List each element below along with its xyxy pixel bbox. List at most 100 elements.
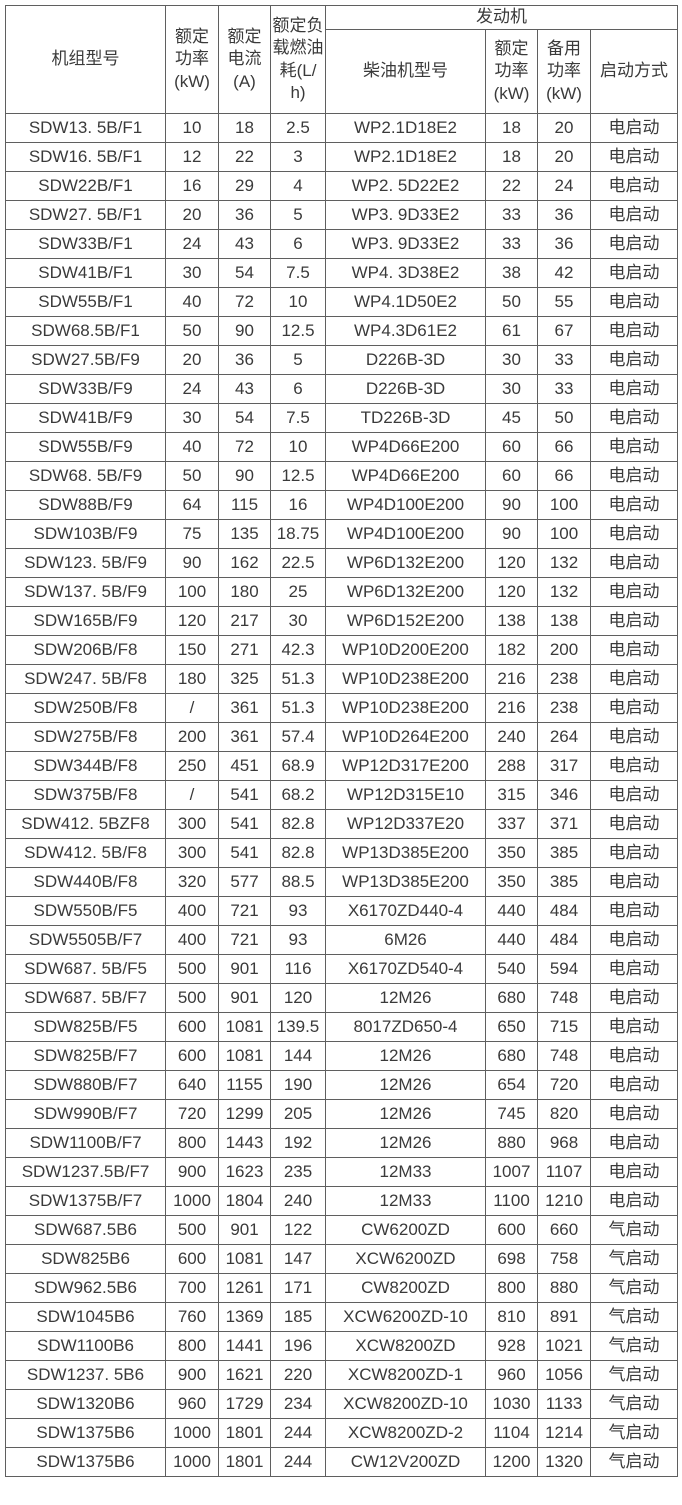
cell-start-mode: 气启动 [590, 1273, 678, 1303]
cell-start-mode: 电启动 [590, 316, 678, 346]
cell-unit-model: SDW16. 5B/F1 [5, 142, 166, 172]
cell-unit-model: SDW206B/F8 [5, 635, 166, 665]
cell-unit-model: SDW275B/F8 [5, 722, 166, 752]
cell-fuel-consumption-lh: 7.5 [270, 403, 326, 433]
cell-engine-standby-power-kw: 1056 [537, 1360, 591, 1390]
cell-engine-rated-power-kw: 288 [485, 751, 538, 781]
table-row: SDW55B/F1 40 72 10 WP4.1D50E2 50 55 电启动 [5, 287, 678, 317]
cell-start-mode: 电启动 [590, 432, 678, 462]
cell-unit-model: SDW412. 5B/F8 [5, 838, 166, 868]
table-body: SDW13. 5B/F1 10 18 2.5 WP2.1D18E2 18 20 电启动 SDW1… [5, 113, 678, 1477]
cell-unit-model: SDW1100B/F7 [5, 1128, 166, 1158]
cell-engine-model: 8017ZD650-4 [325, 1012, 486, 1042]
cell-engine-model: 6M26 [325, 925, 486, 955]
cell-rated-power-kw: 640 [165, 1070, 219, 1100]
cell-engine-rated-power-kw: 18 [485, 113, 538, 143]
cell-start-mode: 电启动 [590, 200, 678, 230]
cell-rated-current-a: 1804 [218, 1186, 271, 1216]
cell-engine-standby-power-kw: 66 [537, 432, 591, 462]
cell-engine-model: 12M26 [325, 1041, 486, 1071]
table-row: SDW550B/F5 400 721 93 X6170ZD440-4 440 484 电启动 [5, 896, 678, 926]
cell-engine-standby-power-kw: 42 [537, 258, 591, 288]
cell-engine-rated-power-kw: 440 [485, 925, 538, 955]
col-header-unit-model: 机组型号 [5, 5, 166, 114]
cell-engine-model: WP4D66E200 [325, 461, 486, 491]
cell-fuel-consumption-lh: 57.4 [270, 722, 326, 752]
cell-start-mode: 电启动 [590, 287, 678, 317]
cell-rated-power-kw: 600 [165, 1012, 219, 1042]
cell-rated-current-a: 541 [218, 809, 271, 839]
cell-engine-model: WP13D385E200 [325, 838, 486, 868]
cell-engine-standby-power-kw: 748 [537, 983, 591, 1013]
cell-rated-current-a: 1299 [218, 1099, 271, 1129]
cell-engine-rated-power-kw: 654 [485, 1070, 538, 1100]
col-header-engine-standby-power: 备用 功率 (kW) [537, 29, 591, 114]
cell-fuel-consumption-lh: 116 [270, 954, 326, 984]
cell-unit-model: SDW1375B6 [5, 1447, 166, 1477]
header-row-1: 机组型号 额定 功率 (kW) 额定 电流 (A) 额定负 载燃油 耗(L/ h… [5, 5, 678, 114]
cell-start-mode: 电启动 [590, 577, 678, 607]
table-row: SDW27.5B/F9 20 36 5 D226B-3D 30 33 电启动 [5, 345, 678, 375]
cell-rated-current-a: 901 [218, 983, 271, 1013]
cell-rated-current-a: 451 [218, 751, 271, 781]
cell-engine-standby-power-kw: 346 [537, 780, 591, 810]
cell-rated-power-kw: 600 [165, 1244, 219, 1274]
cell-rated-current-a: 1369 [218, 1302, 271, 1332]
cell-engine-standby-power-kw: 24 [537, 171, 591, 201]
cell-rated-power-kw: 50 [165, 461, 219, 491]
cell-fuel-consumption-lh: 25 [270, 577, 326, 607]
cell-engine-standby-power-kw: 66 [537, 461, 591, 491]
cell-engine-model: TD226B-3D [325, 403, 486, 433]
cell-engine-model: XCW8200ZD [325, 1331, 486, 1361]
cell-engine-standby-power-kw: 36 [537, 229, 591, 259]
cell-engine-rated-power-kw: 680 [485, 983, 538, 1013]
cell-engine-standby-power-kw: 132 [537, 577, 591, 607]
cell-rated-current-a: 29 [218, 171, 271, 201]
table-row: SDW250B/F8/361 51.3 WP10D238E200 216 238 电启动 [5, 693, 678, 723]
cell-rated-power-kw: 12 [165, 142, 219, 172]
cell-engine-model: WP10D238E200 [325, 693, 486, 723]
col-header-rated-current: 额定 电流 (A) [218, 5, 271, 114]
table-row: SDW275B/F8 200 361 57.4 WP10D264E200 240 264 电启… [5, 722, 678, 752]
cell-engine-standby-power-kw: 880 [537, 1273, 591, 1303]
cell-rated-current-a: 180 [218, 577, 271, 607]
cell-engine-standby-power-kw: 891 [537, 1302, 591, 1332]
cell-engine-standby-power-kw: 100 [537, 490, 591, 520]
cell-engine-rated-power-kw: 60 [485, 432, 538, 462]
cell-engine-standby-power-kw: 264 [537, 722, 591, 752]
cell-engine-model: WP12D317E200 [325, 751, 486, 781]
table-row: SDW41B/F1 30 54 7.5 WP4. 3D38E2 38 42 电启动 [5, 258, 678, 288]
cell-start-mode: 电启动 [590, 780, 678, 810]
cell-start-mode: 电启动 [590, 519, 678, 549]
cell-start-mode: 电启动 [590, 722, 678, 752]
cell-fuel-consumption-lh: 82.8 [270, 838, 326, 868]
cell-unit-model: SDW13. 5B/F1 [5, 113, 166, 143]
cell-fuel-consumption-lh: 51.3 [270, 693, 326, 723]
cell-rated-power-kw: 1000 [165, 1418, 219, 1448]
table-row: SDW68. 5B/F9 50 90 12.5 WP4D66E200 60 66 电启动 [5, 461, 678, 491]
cell-rated-current-a: 325 [218, 664, 271, 694]
cell-fuel-consumption-lh: 82.8 [270, 809, 326, 839]
cell-fuel-consumption-lh: 244 [270, 1447, 326, 1477]
cell-rated-power-kw: 900 [165, 1157, 219, 1187]
generator-spec-table: 机组型号 额定 功率 (kW) 额定 电流 (A) 额定负 载燃油 耗(L/ h… [5, 5, 678, 1477]
cell-start-mode: 电启动 [590, 171, 678, 201]
cell-start-mode: 电启动 [590, 954, 678, 984]
cell-engine-model: CW8200ZD [325, 1273, 486, 1303]
cell-engine-model: WP4.1D50E2 [325, 287, 486, 317]
cell-engine-standby-power-kw: 36 [537, 200, 591, 230]
cell-fuel-consumption-lh: 10 [270, 432, 326, 462]
cell-engine-standby-power-kw: 594 [537, 954, 591, 984]
cell-rated-current-a: 162 [218, 548, 271, 578]
cell-engine-rated-power-kw: 1200 [485, 1447, 538, 1477]
cell-engine-standby-power-kw: 1133 [537, 1389, 591, 1419]
cell-engine-model: WP3. 9D33E2 [325, 200, 486, 230]
cell-rated-power-kw: 760 [165, 1302, 219, 1332]
cell-unit-model: SDW990B/F7 [5, 1099, 166, 1129]
cell-rated-current-a: 1081 [218, 1244, 271, 1274]
table-row: SDW16. 5B/F1 12 22 3 WP2.1D18E2 18 20 电启动 [5, 142, 678, 172]
cell-engine-rated-power-kw: 120 [485, 577, 538, 607]
cell-rated-power-kw: 400 [165, 896, 219, 926]
cell-unit-model: SDW41B/F9 [5, 403, 166, 433]
cell-rated-power-kw: 900 [165, 1360, 219, 1390]
